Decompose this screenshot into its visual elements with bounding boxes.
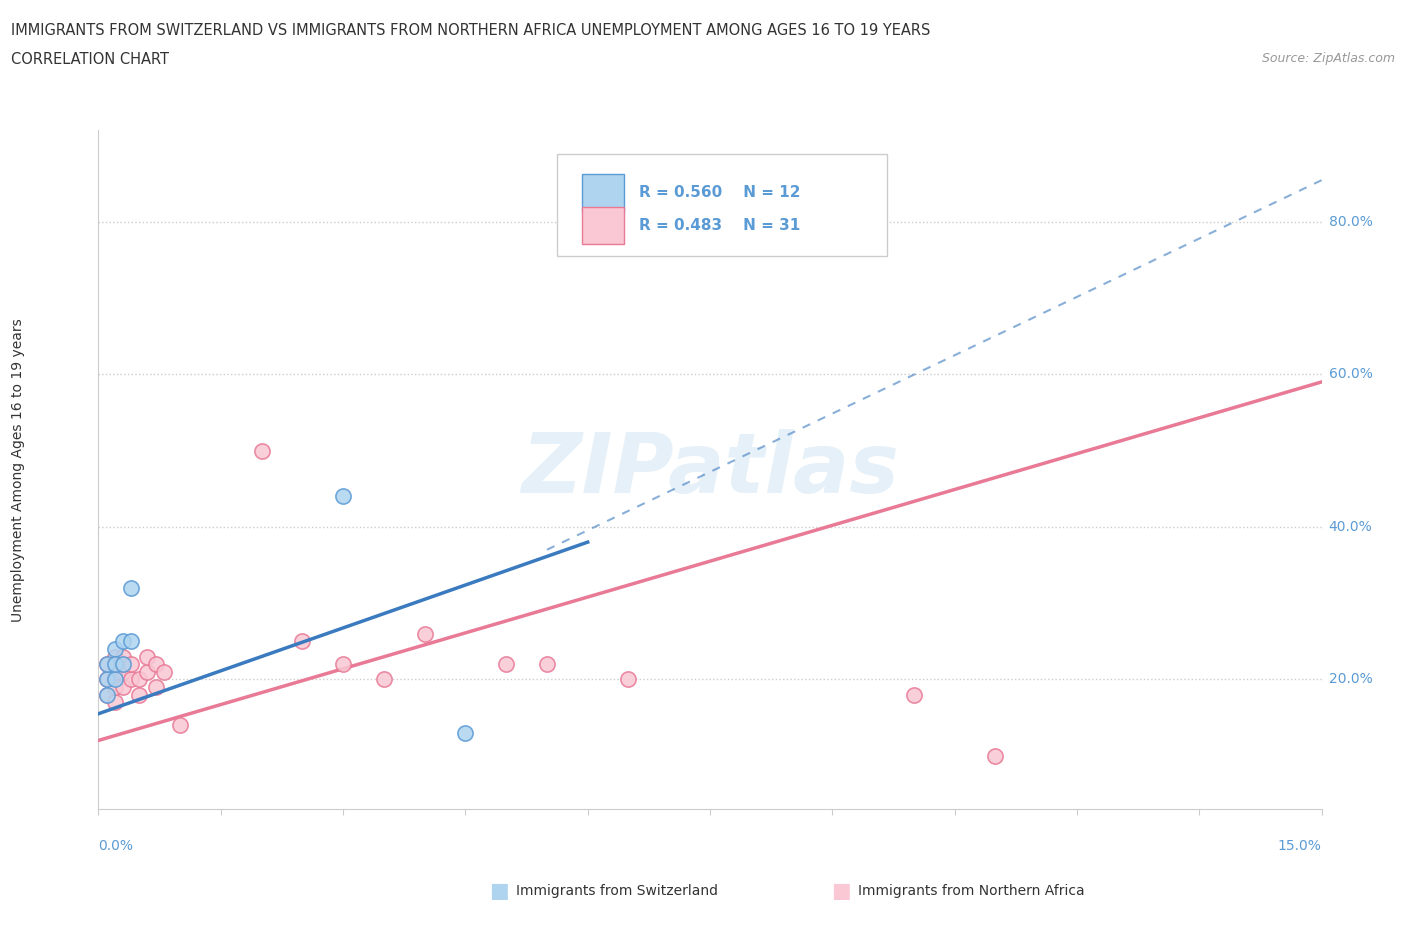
Point [120,580,142,595]
Text: ■: ■ [831,881,851,901]
Point [120,657,142,671]
Point [96,687,118,702]
Text: R = 0.483    N = 31: R = 0.483 N = 31 [640,218,800,232]
Point [96,672,118,687]
Point [291,634,314,649]
Text: IMMIGRANTS FROM SWITZERLAND VS IMMIGRANTS FROM NORTHERN AFRICA UNEMPLOYMENT AMON: IMMIGRANTS FROM SWITZERLAND VS IMMIGRANT… [11,23,931,38]
Point [332,489,354,504]
Text: Unemployment Among Ages 16 to 19 years: Unemployment Among Ages 16 to 19 years [11,318,25,621]
Text: 20.0%: 20.0% [1329,672,1372,686]
Point [984,749,1007,764]
Point [145,680,167,695]
Point [96,657,118,671]
Point [120,634,142,649]
Point [104,642,127,657]
Point [96,672,118,687]
Point [128,672,150,687]
Point [104,664,127,679]
Point [128,687,150,702]
Text: 15.0%: 15.0% [1278,839,1322,854]
Point [111,657,134,671]
Text: 0.0%: 0.0% [98,839,134,854]
Text: R = 0.560    N = 12: R = 0.560 N = 12 [640,185,800,201]
Point [136,664,159,679]
Point [454,725,477,740]
Text: ZIPatlas: ZIPatlas [522,429,898,511]
Text: 40.0%: 40.0% [1329,520,1372,534]
Text: Immigrants from Switzerland: Immigrants from Switzerland [516,884,718,898]
Point [96,657,118,671]
Point [111,634,134,649]
Point [413,626,436,641]
Point [104,672,127,687]
Point [96,687,118,702]
FancyBboxPatch shape [582,174,624,212]
Point [152,664,174,679]
Point [373,672,395,687]
Point [903,687,925,702]
Point [495,657,517,671]
Point [104,695,127,710]
Point [332,657,354,671]
Point [250,443,273,458]
Point [136,649,159,664]
Text: CORRELATION CHART: CORRELATION CHART [11,52,169,67]
Point [104,649,127,664]
Point [111,657,134,671]
Point [111,680,134,695]
Text: Source: ZipAtlas.com: Source: ZipAtlas.com [1261,52,1395,65]
Point [120,672,142,687]
Text: 60.0%: 60.0% [1329,367,1372,381]
Text: Immigrants from Northern Africa: Immigrants from Northern Africa [858,884,1084,898]
Point [104,657,127,671]
Point [169,718,191,733]
Point [104,680,127,695]
Point [536,657,558,671]
Point [111,664,134,679]
Point [617,672,640,687]
Text: ■: ■ [489,881,509,901]
Point [111,649,134,664]
FancyBboxPatch shape [582,206,624,244]
Point [145,657,167,671]
Text: 80.0%: 80.0% [1329,215,1372,229]
FancyBboxPatch shape [557,154,887,256]
